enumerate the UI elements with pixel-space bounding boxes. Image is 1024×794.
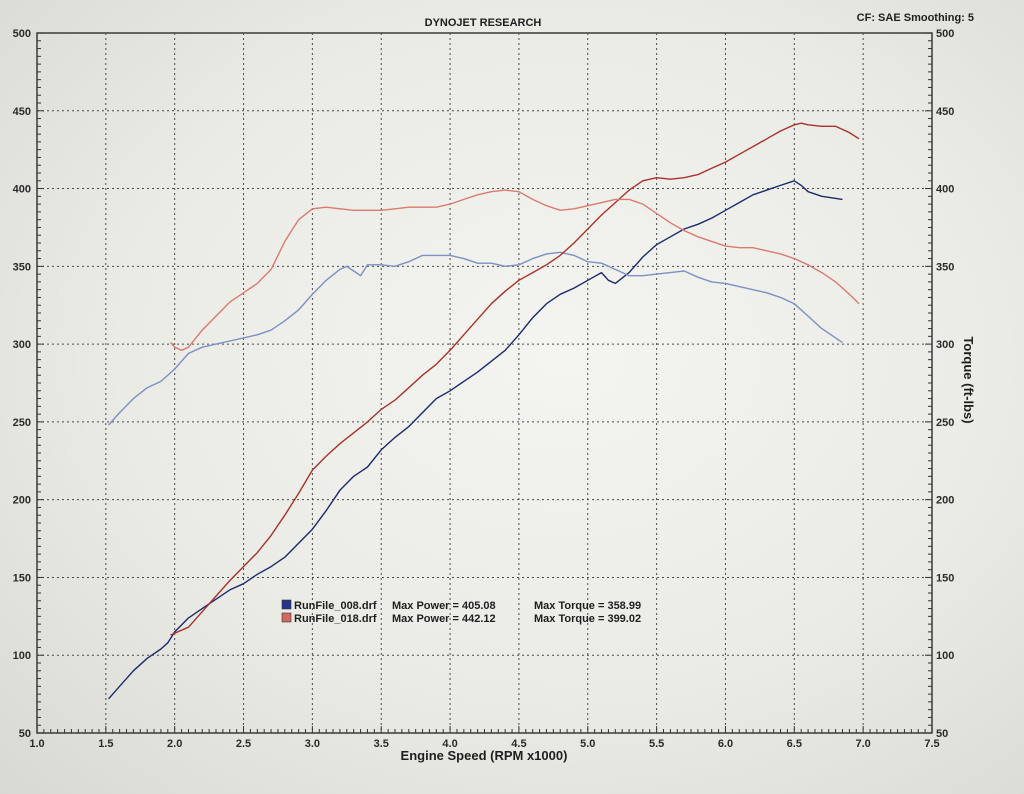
x-tick-label: 5.5: [649, 738, 664, 750]
x-tick-label: 3.0: [305, 738, 320, 750]
y-left-tick-label: 500: [13, 28, 31, 40]
legend-file: RunFile_018.drf: [294, 613, 377, 625]
y-left-tick-label: 450: [13, 106, 31, 118]
y-right-tick-label: 250: [936, 417, 954, 429]
chart-title: DYNOJET RESEARCH: [425, 17, 542, 29]
y-right-tick-label: 200: [936, 495, 954, 507]
y-left-tick-label: 250: [13, 417, 31, 429]
correction-factor-note: CF: SAE Smoothing: 5: [857, 12, 974, 24]
y-right-tick-label: 500: [936, 28, 954, 40]
y-right-tick-label: 100: [936, 650, 954, 662]
legend-swatch: [281, 599, 292, 610]
legend: RunFile_008.drf Max Power = 405.08 Max T…: [281, 599, 641, 625]
series-line-torque-run-008: [108, 251, 843, 426]
y-right-tick-label: 50: [936, 728, 948, 740]
y-left-tick-label: 100: [13, 650, 31, 662]
x-tick-label: 4.0: [442, 738, 457, 750]
series-layer: [108, 122, 860, 700]
x-axis-label: Engine Speed (RPM x1000): [401, 748, 568, 763]
legend-entry-run-018: RunFile_018.drf Max Power = 442.12 Max T…: [281, 612, 641, 625]
x-tick-label: 5.0: [580, 738, 595, 750]
legend-entry-run-008: RunFile_008.drf Max Power = 405.08 Max T…: [281, 599, 641, 612]
x-tick-label: 3.5: [374, 738, 389, 750]
legend-max-power: Max Power = 442.12: [392, 613, 496, 625]
x-axis-ticks: 1.0 1.5 2.0 2.5 3.0 3.5 4.0 4.5 5.0 5.5 6.0 6.5 7.0 7…: [29, 726, 940, 750]
x-tick-label: 7.0: [856, 738, 871, 750]
y-axis-right-ticks: 50 100 150 200 250 300 350 400 450 500: [925, 28, 954, 740]
y-right-tick-label: 150: [936, 572, 954, 584]
y-right-tick-label: 400: [936, 184, 954, 196]
legend-swatch: [281, 612, 292, 623]
grid: [37, 33, 932, 733]
x-tick-label: 7.5: [924, 738, 939, 750]
y-right-tick-label: 300: [936, 339, 954, 351]
series-line-power-run-008: [108, 180, 843, 700]
y-left-tick-label: 150: [13, 572, 31, 584]
x-tick-label: 6.5: [787, 738, 802, 750]
x-tick-label: 4.5: [511, 738, 526, 750]
x-tick-label: 1.5: [98, 738, 113, 750]
y-left-tick-label: 50: [19, 728, 31, 740]
legend-max-power: Max Power = 405.08: [392, 600, 496, 612]
legend-max-torque: Max Torque = 399.02: [534, 613, 641, 625]
y-left-tick-label: 350: [13, 261, 31, 273]
x-tick-label: 2.0: [167, 738, 182, 750]
y-axis-right-label: Torque (ft-lbs): [961, 336, 976, 423]
series-line-torque-run-018: [170, 189, 860, 351]
x-tick-label: 2.5: [236, 738, 251, 750]
legend-file: RunFile_008.drf: [294, 600, 377, 612]
plot-frame: [36, 32, 933, 734]
y-left-tick-label: 400: [13, 184, 31, 196]
legend-max-torque: Max Torque = 358.99: [534, 600, 641, 612]
y-right-tick-label: 350: [936, 261, 954, 273]
y-left-tick-label: 300: [13, 339, 31, 351]
y-left-tick-label: 200: [13, 495, 31, 507]
y-axis-left-ticks: 50 100 150 200 250 300 350 400 450 500: [13, 28, 44, 740]
x-tick-label: 1.0: [29, 738, 44, 750]
series-line-power-run-018: [170, 122, 860, 636]
x-tick-label: 6.0: [718, 738, 733, 750]
y-right-tick-label: 450: [936, 106, 954, 118]
